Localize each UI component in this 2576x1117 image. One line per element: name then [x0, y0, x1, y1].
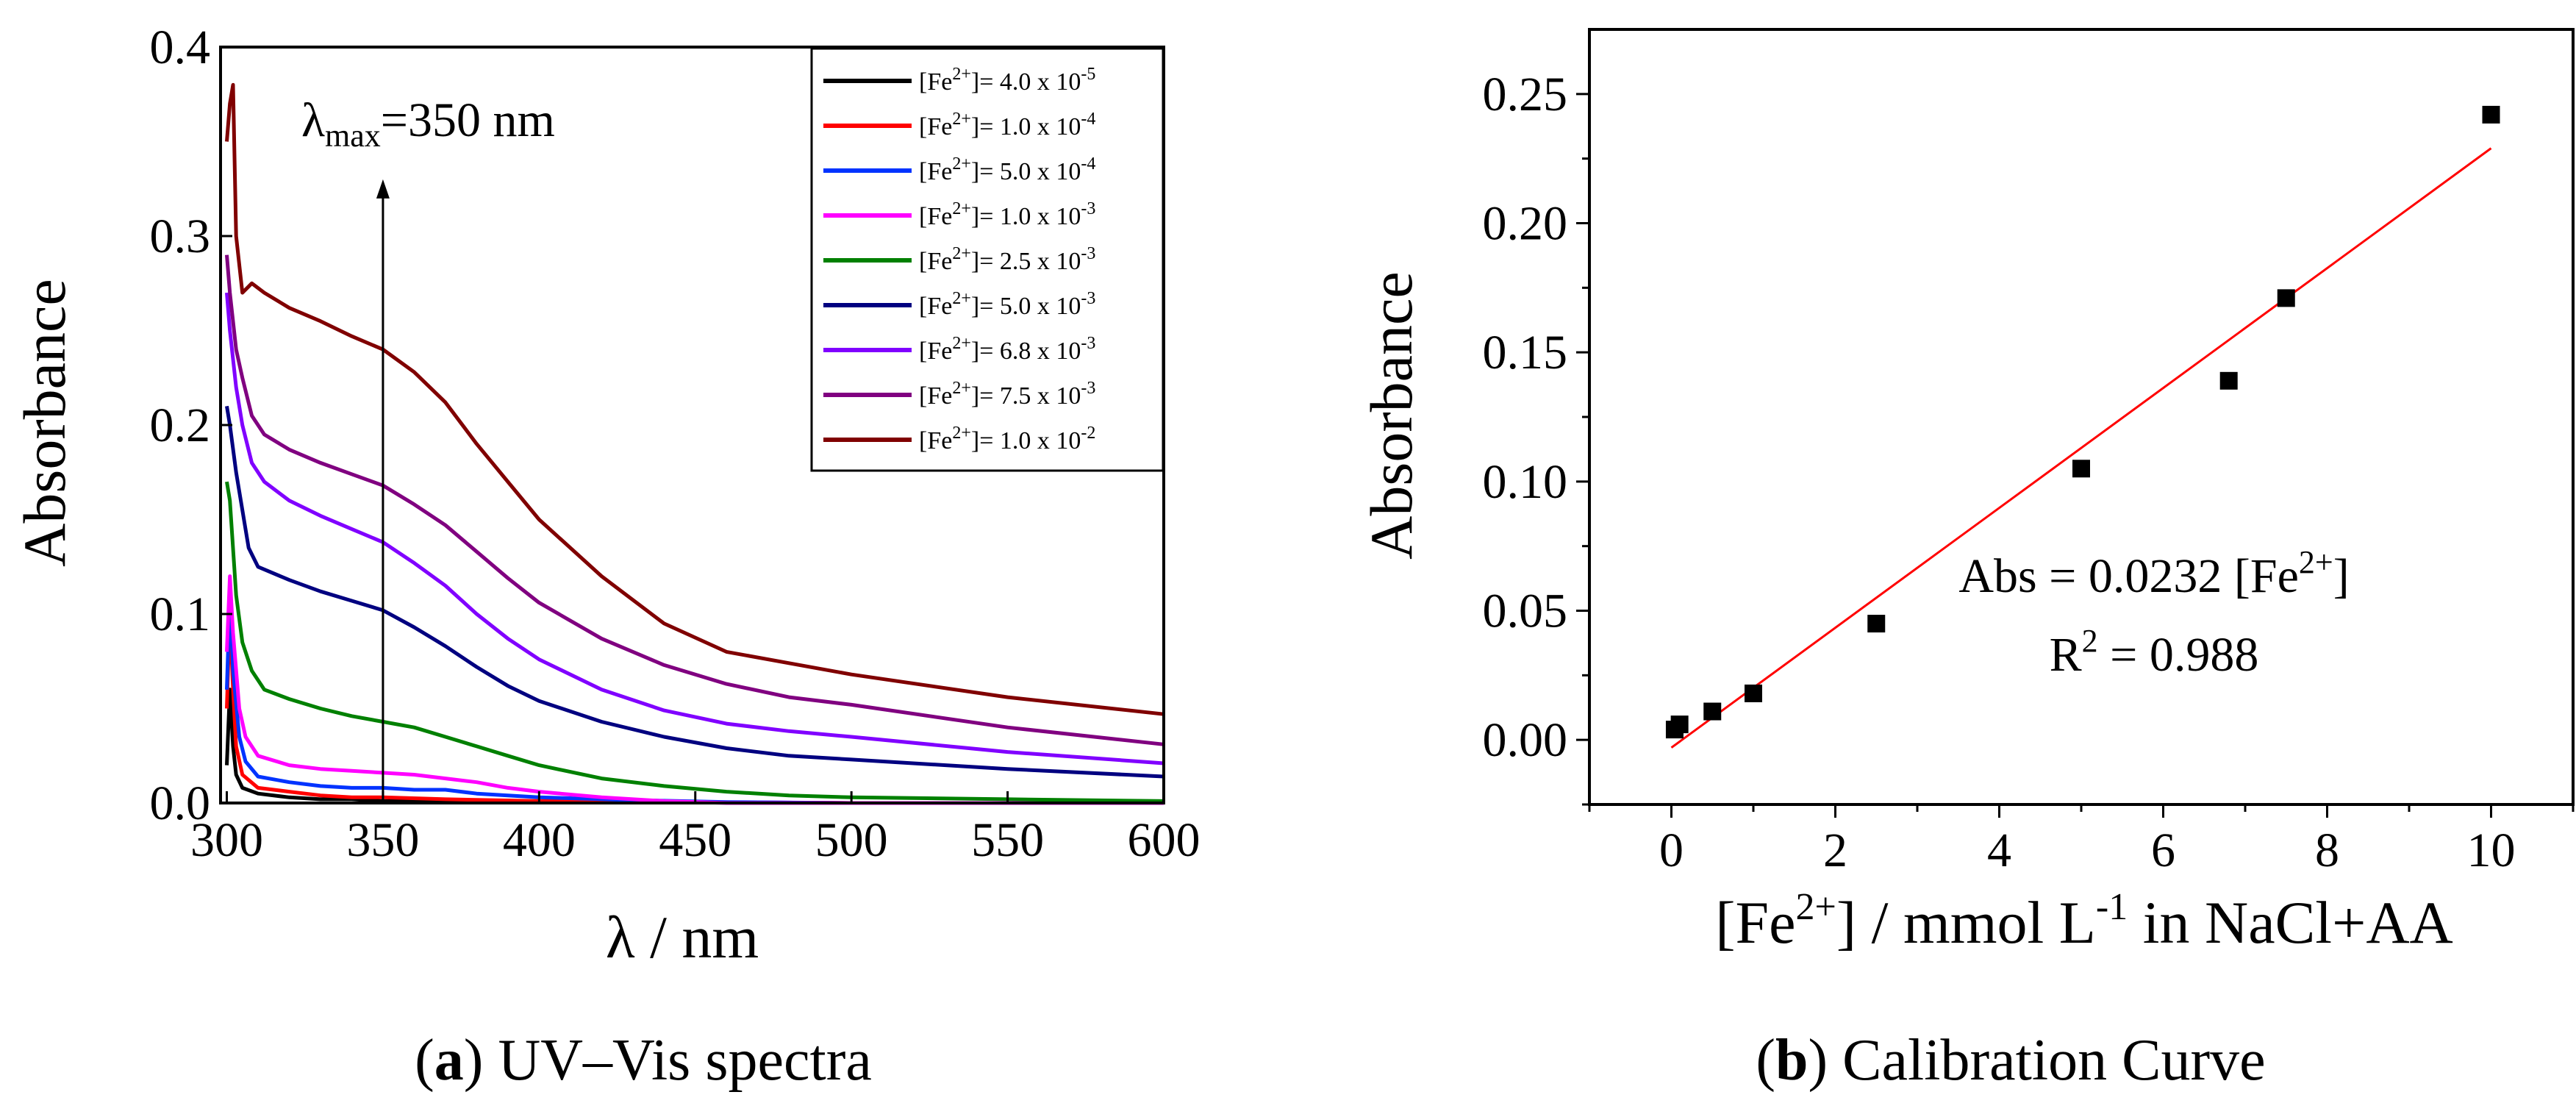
panel-b-y-tick-label: 0.25 [1483, 68, 1568, 121]
panel-a-x-tick-label: 300 [190, 813, 263, 867]
panel-b-calibration-chart: 0 2 4 6 8 10 0.00 0.05 0.10 0.15 0.20 0.25 Abs = 0.… [1358, 28, 2575, 1093]
spectrum-line-8 [225, 254, 1164, 746]
panel-b-caption-text: Calibration Curve [1828, 1028, 2265, 1093]
panel-b-fit-equation: Abs = 0.0232 [Fe2+] [1958, 544, 2349, 603]
panel-a-y-tick-label: 0.0 [150, 777, 211, 830]
calibration-point-8 [2277, 289, 2295, 307]
calibration-point-2 [1670, 715, 1689, 734]
panel-b-fit-line [1670, 147, 2492, 749]
spectrum-line-7 [225, 292, 1164, 766]
panel-b-data-points [1665, 105, 2500, 739]
legend-label-4: [Fe2+]= 1.0 x 10-3 [919, 199, 1095, 230]
panel-a-caption: (a) UV–Vis spectra [415, 1028, 872, 1093]
panel-b-x-tick-label: 10 [2467, 824, 2516, 877]
panel-a-y-tick-label: 0.4 [150, 21, 211, 74]
legend-label-3: [Fe2+]= 5.0 x 10-4 [919, 154, 1095, 185]
panel-b-y-axis-title: Absorbance [1358, 271, 1425, 560]
panel-a-caption-letter: a [434, 1028, 464, 1093]
panel-b-caption-letter: b [1775, 1028, 1808, 1093]
panel-a-legend: [Fe2+]= 4.0 x 10-5 [Fe2+]= 1.0 x 10-4 [Fe2… [810, 47, 1164, 472]
panel-b-x-tick-label: 8 [2315, 824, 2339, 877]
panel-b-caption: (b) Calibration Curve [1756, 1028, 2265, 1093]
panel-b-x-tick-label: 6 [2151, 824, 2175, 877]
panel-a-legend-items: [Fe2+]= 4.0 x 10-5 [Fe2+]= 1.0 x 10-4 [Fe2… [823, 65, 1095, 454]
panel-b-x-tick-label: 2 [1823, 824, 1847, 877]
calibration-point-6 [2072, 460, 2090, 478]
panel-a-x-tick-label: 550 [971, 813, 1044, 867]
legend-label-7: [Fe2+]= 6.8 x 10-3 [919, 334, 1095, 365]
panel-a-x-axis-title: λ / nm [606, 904, 759, 971]
panel-a-lambda-max-label: λmax=350 nm [301, 93, 555, 154]
panel-b-y-tick-label: 0.05 [1483, 585, 1568, 638]
spectrum-line-6 [225, 405, 1164, 779]
calibration-point-5 [1867, 615, 1886, 633]
panel-a-y-tick-label: 0.2 [150, 399, 211, 452]
spectrum-line-2 [225, 612, 1164, 805]
panel-a-y-tick-label: 0.3 [150, 210, 211, 263]
panel-a-x-tick-label: 500 [815, 813, 888, 867]
legend-label-9: [Fe2+]= 1.0 x 10-2 [919, 424, 1095, 454]
panel-b-plot-frame [1588, 28, 2575, 806]
legend-label-6: [Fe2+]= 5.0 x 10-3 [919, 289, 1095, 320]
panel-a-x-tick-label: 600 [1128, 813, 1201, 867]
spectrum-line-1 [225, 688, 1164, 805]
panel-a-y-axis-title: Absorbance [11, 279, 78, 567]
panel-a-spectra-chart: 300 350 400 450 500 550 600 0.0 0.1 0.2 0.3 0.4 λma… [11, 21, 1201, 1093]
legend-label-1: [Fe2+]= 4.0 x 10-5 [919, 65, 1095, 96]
panel-a-y-tick-label: 0.1 [150, 588, 211, 641]
panel-a-x-tick-label: 450 [659, 813, 731, 867]
panel-a-arrow-head [376, 179, 390, 199]
panel-b-x-tick-label: 4 [1987, 824, 2011, 877]
calibration-point-4 [1745, 684, 1762, 702]
panel-b-y-tick-label: 0.10 [1483, 455, 1568, 509]
spectrum-line-9 [225, 82, 1164, 716]
panel-b-x-axis-title: [Fe2+] / mmol L-1 in NaCl+AA [1715, 886, 2453, 956]
legend-label-5: [Fe2+]= 2.5 x 10-3 [919, 244, 1095, 275]
legend-label-8: [Fe2+]= 7.5 x 10-3 [919, 379, 1095, 410]
panel-a-x-tick-label: 350 [346, 813, 419, 867]
panel-b-r-squared: R2 = 0.988 [2050, 623, 2259, 682]
panel-a-caption-text: UV–Vis spectra [483, 1028, 871, 1093]
panel-b-y-tick-label: 0.20 [1483, 197, 1568, 251]
panel-b-y-tick-label: 0.00 [1483, 713, 1568, 767]
panel-a-spectra-lines [225, 82, 1164, 805]
panel-b-x-tick-label: 0 [1659, 824, 1684, 877]
spectrum-line-5 [225, 481, 1164, 803]
panel-b-y-tick-label: 0.15 [1483, 326, 1568, 379]
panel-a-axis-ticks: 300 350 400 450 500 550 600 0.0 0.1 0.2 0.3 0.4 [150, 21, 1201, 867]
calibration-point-7 [2219, 371, 2238, 390]
legend-label-2: [Fe2+]= 1.0 x 10-4 [919, 110, 1095, 140]
panel-b-axis-ticks: 0 2 4 6 8 10 0.00 0.05 0.10 0.15 0.20 0.25 [1483, 68, 2575, 877]
calibration-point-3 [1703, 702, 1722, 721]
panel-a-x-tick-label: 400 [503, 813, 576, 867]
calibration-point-9 [2482, 105, 2500, 124]
